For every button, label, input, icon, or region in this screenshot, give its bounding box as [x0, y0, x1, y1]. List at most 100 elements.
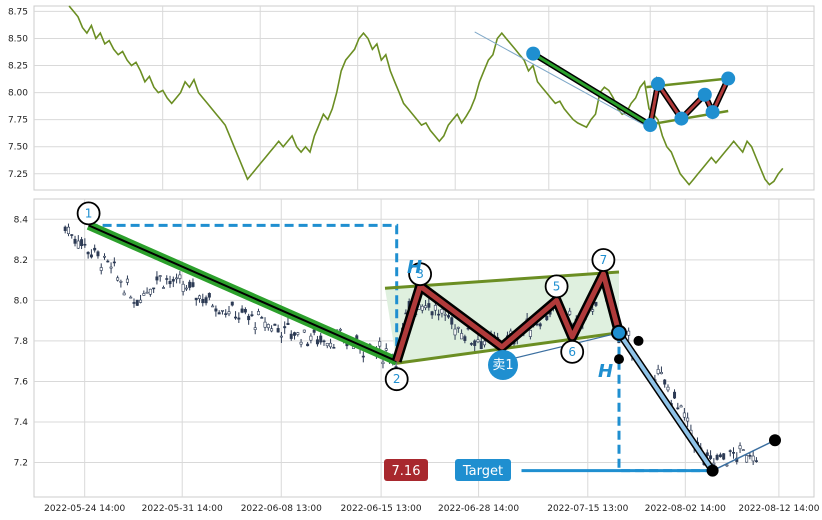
zigzag-line [394, 271, 622, 362]
candle-body [728, 450, 732, 452]
candle-body [129, 296, 133, 299]
candle-body [453, 328, 457, 336]
candle-body [240, 308, 244, 313]
top-y-tick-label: 7.75 [8, 116, 28, 126]
candle-body [289, 333, 293, 339]
candle-body [103, 255, 107, 258]
candle-body [568, 310, 572, 315]
candle-body [86, 251, 90, 255]
pattern-marker-label: 1 [85, 206, 93, 220]
candle-body [378, 341, 382, 347]
candle-body [227, 311, 231, 315]
top-guide-line [474, 31, 651, 129]
x-tick-label: 2022-06-28 14:00 [438, 504, 519, 514]
candle-body [338, 328, 342, 331]
candle-body [666, 386, 670, 391]
x-tick-label: 2022-08-12 14:00 [738, 504, 819, 514]
candle-body [112, 261, 116, 264]
candle-body [93, 247, 97, 251]
candle-body [705, 452, 709, 456]
candle-body [424, 305, 428, 309]
candle-body [315, 339, 319, 345]
candle-body [528, 329, 532, 337]
candle-body [139, 299, 143, 303]
candle-body [738, 445, 742, 450]
candle-body [446, 315, 450, 318]
top-y-tick-label: 8.50 [8, 34, 28, 44]
top-pattern-dot [721, 71, 736, 86]
x-tick-label: 2022-05-31 14:00 [142, 504, 223, 514]
candle-body [198, 295, 202, 300]
candle-body [312, 329, 316, 333]
candle-body [217, 312, 221, 315]
candle-body [296, 332, 300, 335]
pattern-marker-6: 6 [560, 339, 585, 364]
candle-body [73, 238, 77, 244]
candle-body [456, 326, 460, 329]
candle-body [754, 460, 758, 462]
h-label-2: H [598, 361, 613, 382]
candle-body [283, 326, 287, 329]
top-y-axis: 8.75 8.50 8.25 8.00 7.75 7.50 7.25 [8, 7, 28, 179]
candle-body [89, 254, 93, 258]
candle-body [152, 287, 156, 290]
target-dot [706, 464, 719, 477]
x-tick-label: 2022-05-24 14:00 [44, 504, 125, 514]
candle-body [171, 279, 175, 282]
candle-body [322, 340, 326, 343]
candle-body [686, 417, 690, 422]
candle-body [181, 283, 185, 292]
candle-body [718, 454, 722, 458]
pattern-marker-circle [384, 367, 409, 392]
pattern-marker-3: 3 [408, 262, 433, 287]
candle-body [230, 301, 234, 306]
candle-body [191, 282, 195, 287]
top-y-tick-label: 7.50 [8, 143, 28, 153]
candle-body [329, 342, 333, 348]
candle-body [420, 305, 424, 311]
pattern-marker-circle [560, 339, 585, 364]
top-pattern-dot [651, 76, 665, 91]
candle-body [741, 449, 745, 451]
price-badge-label: 7.16 [392, 464, 421, 479]
bottom-y-tick-label: 7.6 [14, 377, 29, 387]
sell-badge-label: 卖1 [492, 358, 513, 373]
candle-body [302, 329, 306, 333]
candle-body [119, 281, 123, 283]
candle-body [247, 315, 251, 321]
candle-body [132, 302, 136, 304]
candle-body [483, 340, 487, 346]
candle-body [184, 287, 188, 290]
candle-body [250, 314, 254, 316]
pattern-marker-circle [591, 248, 616, 272]
candle-body [591, 309, 595, 312]
pattern-marker-7: 7 [591, 248, 616, 272]
candle-body [135, 299, 139, 306]
candle-body [286, 322, 290, 325]
pattern-marker-2: 2 [384, 367, 409, 392]
candle-body [279, 335, 283, 338]
pattern-marker-label: 6 [568, 345, 576, 359]
candle-body [725, 464, 729, 467]
bottom-y-tick-label: 7.4 [14, 418, 29, 428]
candle-body [293, 332, 297, 336]
x-tick-label: 2022-06-15 13:00 [341, 504, 422, 514]
candle-body [276, 328, 280, 333]
candle-body [299, 341, 303, 345]
candle-body [220, 309, 224, 312]
candle-body [96, 251, 100, 257]
candle-body [142, 293, 146, 296]
projection-rebound [712, 439, 776, 472]
candle-body [627, 330, 631, 336]
candle-body [273, 323, 277, 326]
pattern-marker-5: 5 [544, 274, 569, 299]
top-trend-line [532, 52, 651, 127]
candle-body [673, 391, 677, 399]
candle-body [309, 335, 313, 341]
candle-body [748, 455, 752, 457]
candle-body [430, 311, 434, 316]
candle-body [679, 405, 683, 408]
downtrend-line [88, 224, 398, 363]
candle-body [433, 305, 437, 311]
candle-body [473, 340, 477, 346]
